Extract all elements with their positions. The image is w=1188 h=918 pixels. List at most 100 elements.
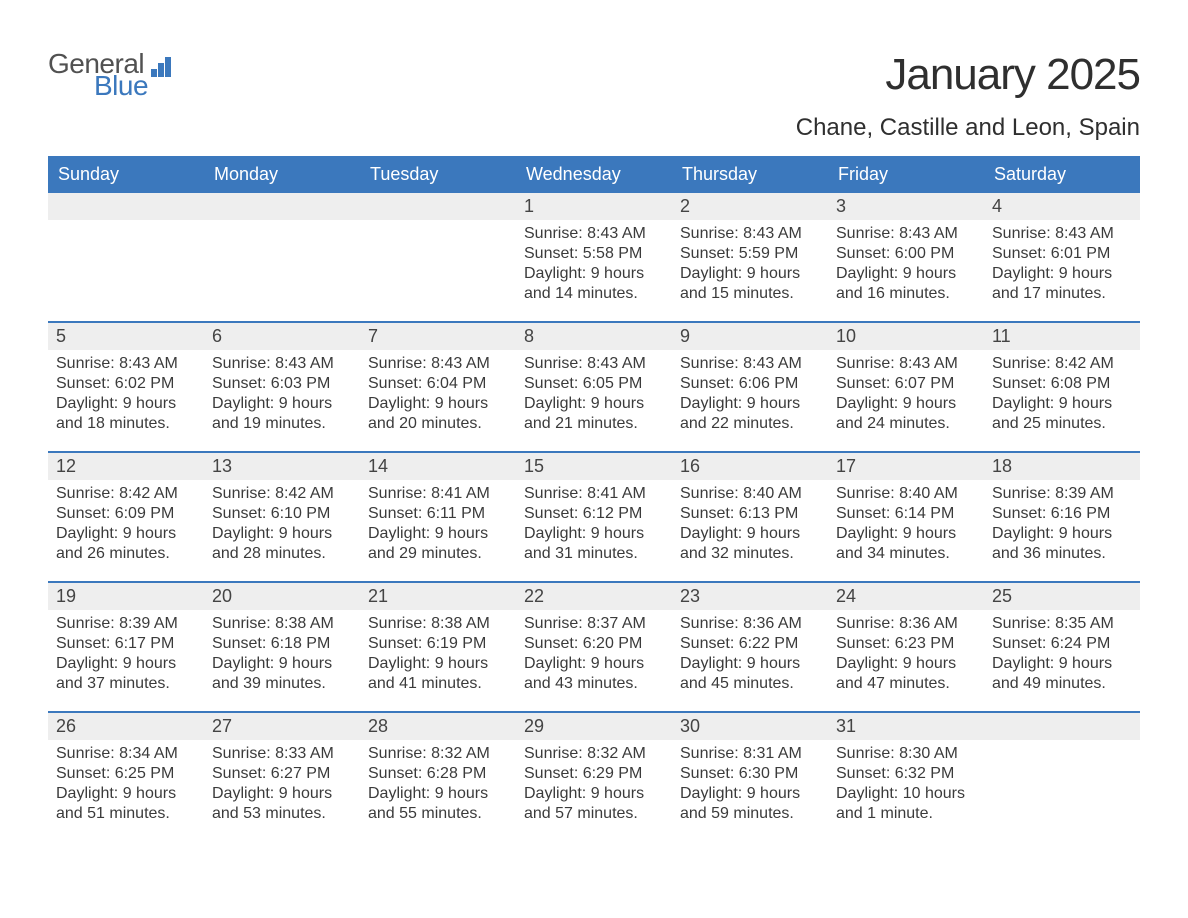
week-row: 5 Sunrise: 8:43 AM Sunset: 6:02 PM Daylight… [48, 321, 1140, 451]
daylight-text: and 28 minutes. [212, 544, 352, 564]
day-cell [360, 193, 516, 321]
sunset-text: Sunset: 6:12 PM [524, 504, 664, 524]
daylight-text: and 53 minutes. [212, 804, 352, 824]
sunset-text: Sunset: 6:28 PM [368, 764, 508, 784]
sunset-text: Sunset: 6:09 PM [56, 504, 196, 524]
daylight-text: Daylight: 9 hours [680, 784, 820, 804]
logo-word-2: Blue [94, 72, 172, 100]
dayhead-tuesday: Tuesday [360, 156, 516, 193]
daylight-text: and 45 minutes. [680, 674, 820, 694]
sunrise-text: Sunrise: 8:43 AM [836, 354, 976, 374]
daylight-text: Daylight: 9 hours [992, 654, 1132, 674]
day-number: 26 [48, 713, 204, 740]
sunset-text: Sunset: 6:23 PM [836, 634, 976, 654]
header: General Blue January 2025 Chane, Castill… [48, 50, 1140, 142]
day-cell: 17Sunrise: 8:40 AMSunset: 6:14 PMDayligh… [828, 453, 984, 581]
day-number: 19 [48, 583, 204, 610]
sunset-text: Sunset: 6:29 PM [524, 764, 664, 784]
daylight-text: and 18 minutes. [56, 414, 196, 434]
sunset-text: Sunset: 6:19 PM [368, 634, 508, 654]
day-number: 21 [360, 583, 516, 610]
daylight-text: Daylight: 9 hours [680, 264, 820, 284]
day-number: 27 [204, 713, 360, 740]
sunrise-text: Sunrise: 8:38 AM [212, 614, 352, 634]
daylight-text: Daylight: 9 hours [992, 394, 1132, 414]
sunrise-text: Sunrise: 8:32 AM [524, 744, 664, 764]
day-number: 25 [984, 583, 1140, 610]
sunset-text: Sunset: 6:02 PM [56, 374, 196, 394]
day-number: 9 [672, 323, 828, 350]
day-cell: 6Sunrise: 8:43 AMSunset: 6:03 PMDaylight… [204, 323, 360, 451]
day-number: 22 [516, 583, 672, 610]
dayhead-monday: Monday [204, 156, 360, 193]
day-cell [204, 193, 360, 321]
daylight-text: and 15 minutes. [680, 284, 820, 304]
daylight-text: Daylight: 9 hours [836, 264, 976, 284]
daylight-text: and 24 minutes. [836, 414, 976, 434]
sunrise-text: Sunrise: 8:38 AM [368, 614, 508, 634]
day-number [48, 193, 204, 220]
day-cell: 18Sunrise: 8:39 AMSunset: 6:16 PMDayligh… [984, 453, 1140, 581]
day-number: 11 [984, 323, 1140, 350]
daylight-text: Daylight: 9 hours [212, 524, 352, 544]
day-cell: 11 Sunrise: 8:42 AMSunset: 6:08 PMDayligh… [984, 323, 1140, 451]
sunset-text: Sunset: 6:06 PM [680, 374, 820, 394]
sunrise-text: Sunrise: 8:37 AM [524, 614, 664, 634]
daylight-text: and 41 minutes. [368, 674, 508, 694]
week-row: 26Sunrise: 8:34 AMSunset: 6:25 PMDayligh… [48, 711, 1140, 841]
daylight-text: Daylight: 9 hours [368, 654, 508, 674]
daylight-text: and 16 minutes. [836, 284, 976, 304]
daylight-text: and 25 minutes. [992, 414, 1132, 434]
day-cell: 27Sunrise: 8:33 AMSunset: 6:27 PMDayligh… [204, 713, 360, 841]
day-cell: 21 Sunrise: 8:38 AMSunset: 6:19 PMDayligh… [360, 583, 516, 711]
sunset-text: Sunset: 6:08 PM [992, 374, 1132, 394]
daylight-text: Daylight: 9 hours [212, 394, 352, 414]
daylight-text: and 59 minutes. [680, 804, 820, 824]
sunrise-text: Sunrise: 8:42 AM [992, 354, 1132, 374]
page-title: January 2025 [796, 50, 1140, 100]
daylight-text: Daylight: 9 hours [368, 394, 508, 414]
daylight-text: Daylight: 9 hours [680, 524, 820, 544]
calendar-header-row: Sunday Monday Tuesday Wednesday Thursday… [48, 156, 1140, 193]
sunrise-text: Sunrise: 8:43 AM [212, 354, 352, 374]
daylight-text: Daylight: 9 hours [524, 394, 664, 414]
day-cell: 31Sunrise: 8:30 AMSunset: 6:32 PMDayligh… [828, 713, 984, 841]
daylight-text: and 49 minutes. [992, 674, 1132, 694]
sunrise-text: Sunrise: 8:32 AM [368, 744, 508, 764]
daylight-text: Daylight: 9 hours [992, 524, 1132, 544]
calendar-body: 1Sunrise: 8:43 AMSunset: 5:58 PMDaylight… [48, 193, 1140, 841]
sunset-text: Sunset: 6:16 PM [992, 504, 1132, 524]
sunrise-text: Sunrise: 8:39 AM [56, 614, 196, 634]
daylight-text: and 36 minutes. [992, 544, 1132, 564]
day-cell: 12 Sunrise: 8:42 AMSunset: 6:09 PMDayligh… [48, 453, 204, 581]
sunset-text: Sunset: 6:00 PM [836, 244, 976, 264]
daylight-text: and 34 minutes. [836, 544, 976, 564]
day-number: 13 [204, 453, 360, 480]
day-cell: 20Sunrise: 8:38 AMSunset: 6:18 PMDayligh… [204, 583, 360, 711]
sunset-text: Sunset: 5:58 PM [524, 244, 664, 264]
day-cell: 16Sunrise: 8:40 AMSunset: 6:13 PMDayligh… [672, 453, 828, 581]
day-cell [48, 193, 204, 321]
daylight-text: Daylight: 9 hours [836, 394, 976, 414]
sunrise-text: Sunrise: 8:33 AM [212, 744, 352, 764]
day-number: 28 [360, 713, 516, 740]
daylight-text: Daylight: 9 hours [524, 784, 664, 804]
daylight-text: and 21 minutes. [524, 414, 664, 434]
daylight-text: Daylight: 9 hours [56, 524, 196, 544]
day-number: 18 [984, 453, 1140, 480]
day-number: 5 [48, 323, 204, 350]
day-number: 20 [204, 583, 360, 610]
dayhead-wednesday: Wednesday [516, 156, 672, 193]
sunset-text: Sunset: 6:11 PM [368, 504, 508, 524]
day-cell: 26Sunrise: 8:34 AMSunset: 6:25 PMDayligh… [48, 713, 204, 841]
day-number: 12 [48, 453, 204, 480]
sunrise-text: Sunrise: 8:43 AM [680, 224, 820, 244]
sunset-text: Sunset: 6:32 PM [836, 764, 976, 784]
daylight-text: Daylight: 9 hours [524, 264, 664, 284]
daylight-text: and 22 minutes. [680, 414, 820, 434]
sunrise-text: Sunrise: 8:42 AM [56, 484, 196, 504]
sunset-text: Sunset: 6:07 PM [836, 374, 976, 394]
sunrise-text: Sunrise: 8:40 AM [836, 484, 976, 504]
day-number: 1 [516, 193, 672, 220]
day-cell: 19Sunrise: 8:39 AMSunset: 6:17 PMDayligh… [48, 583, 204, 711]
